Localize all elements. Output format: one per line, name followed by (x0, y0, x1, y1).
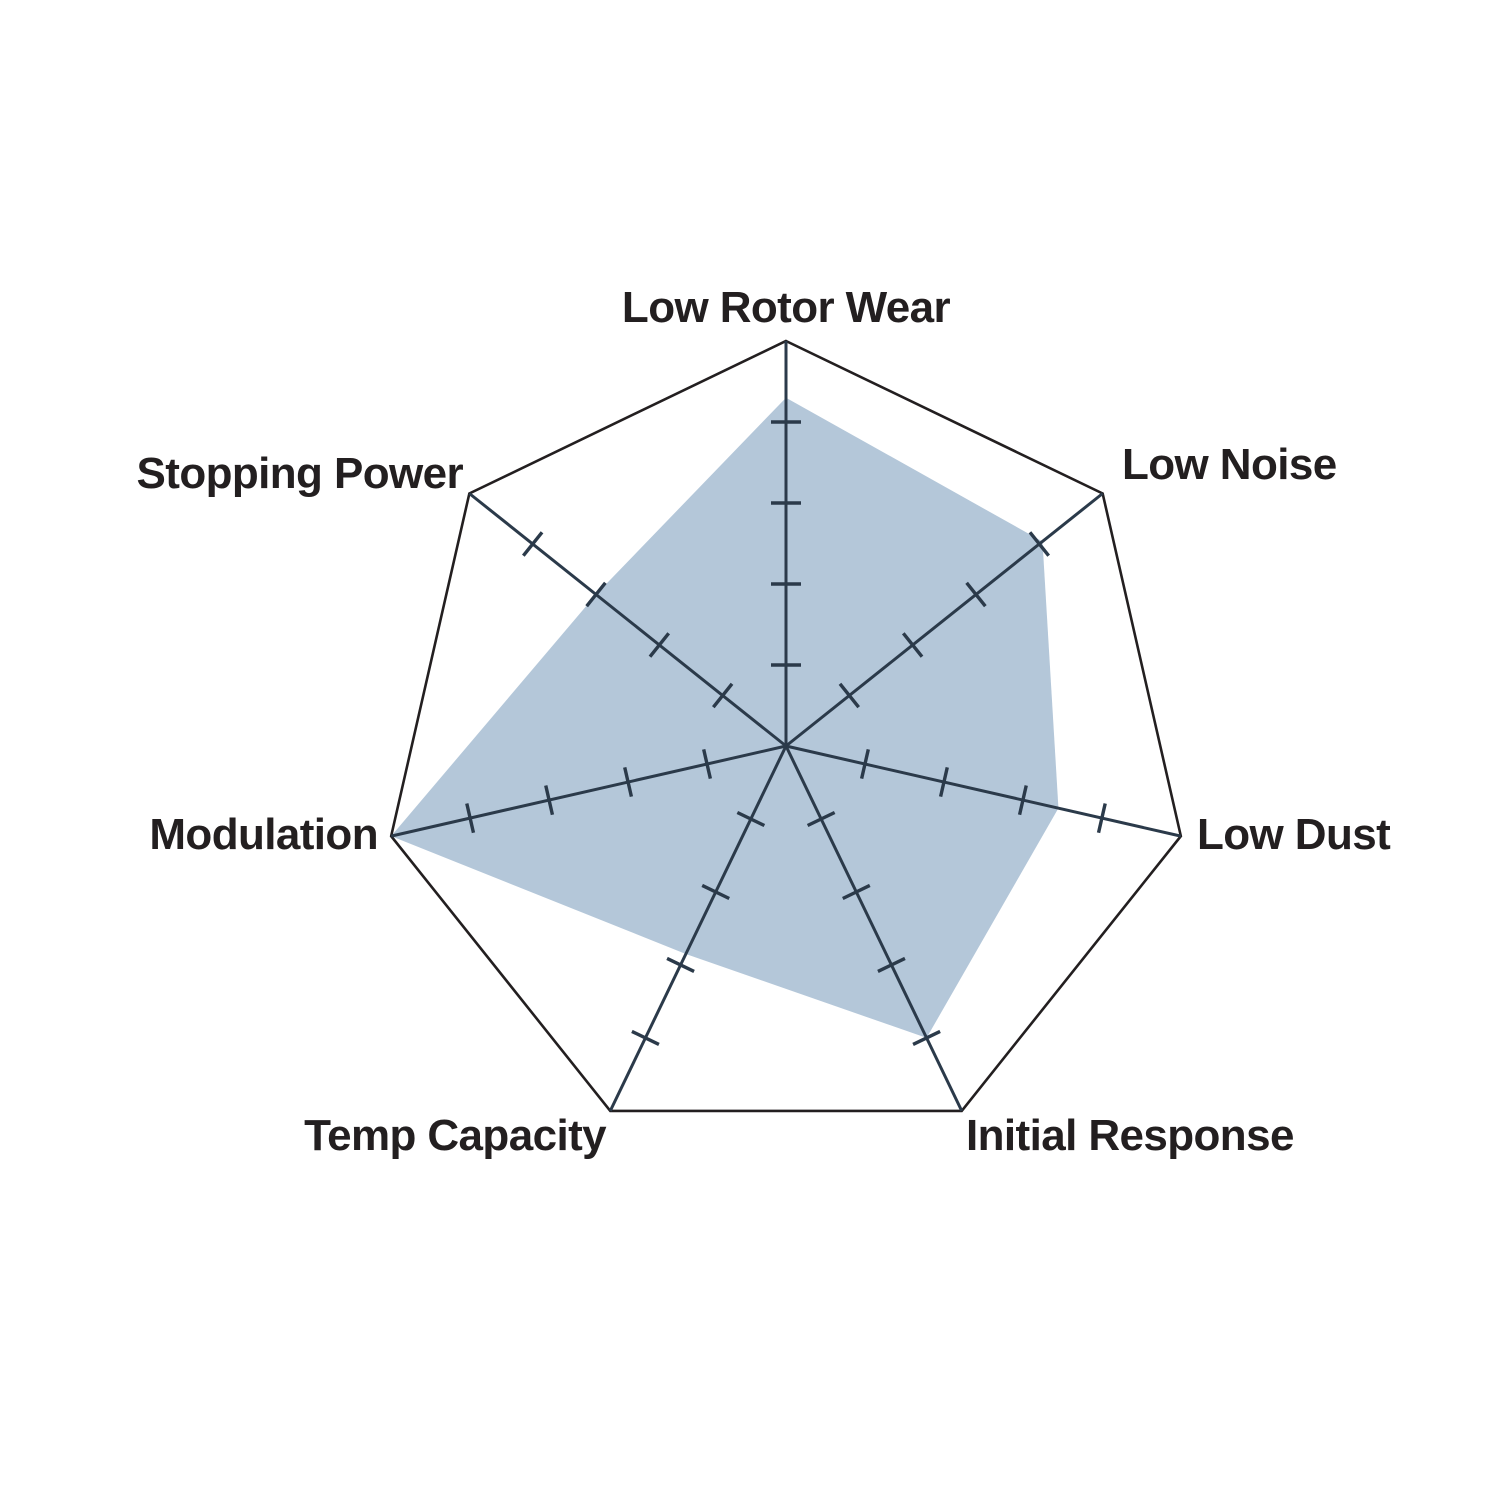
axis-spoke (390, 744, 787, 838)
axis-tick (648, 632, 671, 658)
axis-label-low-dust: Low Dust (1197, 810, 1391, 859)
axis-tick (711, 682, 734, 709)
axis-tick (623, 767, 634, 798)
axis-tick (1017, 785, 1028, 816)
axis-tick (912, 1029, 941, 1046)
axis-label-modulation: Modulation (149, 810, 378, 859)
axis-tick (965, 581, 987, 608)
axis-tick (901, 632, 924, 658)
axis-spokes (390, 341, 1182, 1112)
axis-spoke (785, 492, 1104, 748)
axis-tick (938, 767, 949, 798)
axis-tick (544, 785, 555, 816)
axis-label-temp-capacity: Temp Capacity (304, 1111, 607, 1160)
axis-tick (842, 883, 871, 901)
axis-tick (631, 1029, 660, 1046)
axis-tick (701, 883, 730, 901)
axis-tick-marks (465, 420, 1107, 1046)
axis-tick (736, 810, 766, 828)
axis-spoke (468, 492, 787, 748)
axis-label-stopping-power: Stopping Power (136, 449, 464, 498)
axis-spoke (784, 745, 964, 1112)
outer-heptagon-outline (389, 339, 1183, 1113)
axis-tick (806, 810, 836, 828)
axis-tick (585, 581, 607, 608)
axis-label-low-noise: Low Noise (1122, 440, 1337, 489)
axis-label-initial-response: Initial Response (966, 1111, 1294, 1160)
axis-label-low-rotor-wear: Low Rotor Wear (621, 283, 951, 332)
axis-spoke (608, 745, 788, 1112)
axis-tick (877, 956, 906, 973)
axis-tick (1028, 531, 1050, 557)
axis-tick (838, 682, 861, 709)
axis-spoke (785, 744, 1182, 838)
data-series-polygon (391, 397, 1059, 1038)
axis-tick (522, 531, 544, 557)
axis-tick (666, 956, 695, 973)
axis-tick (859, 749, 870, 780)
axis-tick (702, 749, 713, 780)
axis-tick (465, 803, 476, 834)
axis-tick (1096, 803, 1107, 834)
